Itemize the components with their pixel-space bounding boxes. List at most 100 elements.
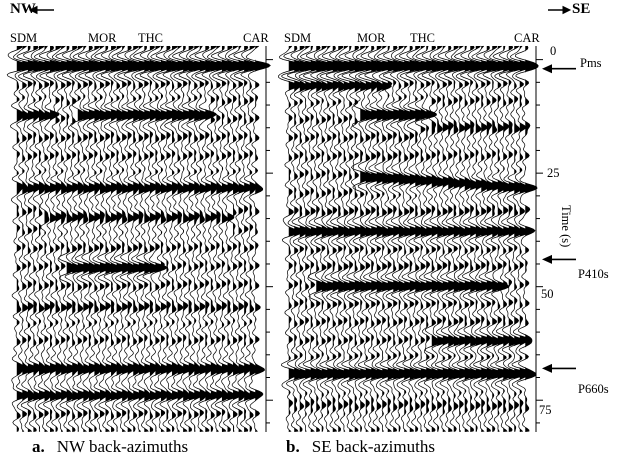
trace-wiggle xyxy=(412,45,438,432)
trace-wiggle xyxy=(428,45,454,432)
phase-label-p660s: P660s xyxy=(578,382,609,396)
trace-fill xyxy=(244,46,257,432)
trace-fill xyxy=(409,46,424,432)
trace-fill xyxy=(387,46,403,432)
trace-fill xyxy=(149,46,164,432)
caption-a-letter: a. xyxy=(32,437,45,456)
caption-a-text: NW back-azimuths xyxy=(56,437,189,456)
trace-fill xyxy=(426,46,441,432)
trace-wiggle xyxy=(437,45,462,432)
station-label-mor-b: MOR xyxy=(357,31,386,45)
trace-wiggle xyxy=(421,45,447,432)
trace-wiggle xyxy=(337,45,365,432)
trace-fill xyxy=(205,46,218,432)
se-direction-label: SE xyxy=(572,1,591,17)
trace-fill xyxy=(183,46,196,432)
trace-fill xyxy=(116,46,133,432)
trace-wiggle xyxy=(482,45,508,432)
trace-fill xyxy=(354,46,370,432)
phase-arrow-icon xyxy=(542,363,576,373)
trace-fill xyxy=(105,46,119,432)
trace-wiggle xyxy=(383,45,408,432)
trace-wiggle xyxy=(16,46,42,432)
trace-wiggle xyxy=(394,45,421,432)
trace-fill xyxy=(166,46,179,432)
trace-wiggle xyxy=(302,45,332,432)
trace-fill xyxy=(294,46,309,432)
trace-fill xyxy=(310,46,326,432)
trace-wiggle xyxy=(492,45,518,432)
station-label-sdm-a: SDM xyxy=(10,31,38,45)
trace-fill xyxy=(210,46,226,432)
trace-fill xyxy=(503,46,518,432)
trace-fill xyxy=(88,46,102,432)
trace-wiggle xyxy=(348,45,377,432)
trace-fill xyxy=(83,46,98,432)
trace-fill xyxy=(188,46,203,432)
trace-fill xyxy=(138,46,155,432)
trace-fill xyxy=(44,46,60,432)
trace-fill xyxy=(233,46,249,432)
phase-arrow-icon xyxy=(542,64,576,74)
trace-wiggle xyxy=(505,45,531,432)
trace-fill xyxy=(221,46,235,432)
trace-fill xyxy=(327,46,344,432)
trace-fill xyxy=(255,46,271,432)
phase-label-p410s: P410s xyxy=(578,267,609,281)
trace-fill xyxy=(155,46,171,432)
trace-fill xyxy=(227,46,242,432)
trace-fill xyxy=(38,46,55,432)
caption-b-text: SE back-azimuths xyxy=(311,437,435,456)
trace-wiggle xyxy=(61,45,87,432)
trace-fill xyxy=(299,46,316,432)
panel-b-time-axis xyxy=(535,46,543,432)
station-label-car-b: CAR xyxy=(514,31,540,45)
trace-fill xyxy=(288,46,306,432)
trace-wiggle xyxy=(298,45,327,432)
trace-fill xyxy=(464,46,479,432)
trace-wiggle xyxy=(415,45,441,432)
trace-fill xyxy=(481,46,497,432)
trace-fill xyxy=(199,46,214,432)
trace-fill xyxy=(371,46,385,432)
trace-fill xyxy=(66,46,80,432)
trace-wiggle xyxy=(316,45,345,432)
trace-fill xyxy=(99,46,116,432)
trace-fill xyxy=(22,46,39,432)
trace-wiggle xyxy=(372,45,400,432)
trace-wiggle xyxy=(325,45,355,432)
trace-fill xyxy=(321,46,339,432)
trace-wiggle xyxy=(278,45,306,432)
trace-wiggle xyxy=(453,45,480,432)
nw-direction-label: NW xyxy=(10,1,36,17)
trace-wiggle xyxy=(357,45,386,432)
trace-fill xyxy=(50,46,63,432)
trace-wiggle xyxy=(310,45,339,432)
trace-wiggle xyxy=(280,45,309,432)
trace-wiggle xyxy=(471,45,498,432)
caption-b-letter: b. xyxy=(286,437,300,456)
trace-wiggle xyxy=(515,45,539,432)
trace-wiggle xyxy=(498,45,524,432)
trace-wiggle xyxy=(287,45,317,432)
trace-wiggle xyxy=(376,45,403,432)
trace-fill xyxy=(343,46,361,432)
phase-label-pms: Pms xyxy=(580,56,602,70)
panel-a-time-axis xyxy=(265,46,273,432)
phase-arrow-icon xyxy=(542,254,576,264)
trace-fill xyxy=(316,46,331,432)
trace-wiggle xyxy=(509,45,536,432)
tick-label-75: 75 xyxy=(539,403,552,417)
se-arrow-icon xyxy=(548,5,572,15)
trace-fill xyxy=(216,46,232,432)
station-label-thc-a: THC xyxy=(138,31,163,45)
tick-label-50: 50 xyxy=(541,287,554,301)
trace-fill xyxy=(160,46,176,432)
station-label-sdm-b: SDM xyxy=(284,31,312,45)
trace-fill xyxy=(360,46,377,432)
trace-fill xyxy=(122,46,137,432)
trace-fill xyxy=(305,46,323,432)
trace-wiggle xyxy=(333,45,362,432)
